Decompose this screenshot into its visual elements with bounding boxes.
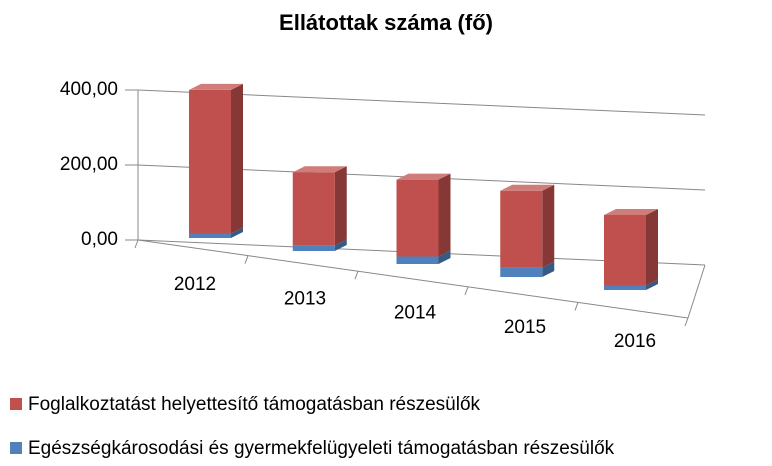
- y-tick-label: 0,00: [81, 229, 118, 250]
- bar-side: [334, 166, 347, 246]
- bar-side: [438, 173, 451, 257]
- x-tick-label: 2016: [614, 331, 656, 352]
- bar-side: [646, 209, 658, 286]
- x-tick: [464, 286, 469, 295]
- bar-side: [231, 227, 243, 238]
- bar-top: [604, 209, 658, 215]
- bar: [292, 245, 335, 251]
- floor-edge: [137, 239, 689, 319]
- y-tick-label: 400,00: [60, 79, 118, 100]
- x-tick-label: 2012: [174, 274, 216, 295]
- bar-side: [542, 184, 555, 268]
- legend-label: Egészségkárosodási és gyermekfelügyeleti…: [28, 438, 615, 459]
- x-tick: [354, 271, 359, 280]
- bar-top: [189, 83, 243, 90]
- bar-top: [396, 173, 451, 180]
- bar-side: [334, 239, 347, 251]
- x-tick: [684, 317, 689, 327]
- y-tick-label: 200,00: [60, 154, 118, 175]
- bar-side: [231, 83, 243, 234]
- bar: [189, 89, 231, 234]
- bar: [604, 215, 646, 286]
- chart-title: Ellátottak száma (fő): [279, 10, 493, 35]
- bar: [396, 256, 439, 264]
- bar: [189, 233, 231, 238]
- floor-edge: [687, 264, 706, 319]
- x-tick-label: 2015: [504, 317, 546, 338]
- bar: [292, 172, 335, 246]
- x-tick: [574, 302, 579, 311]
- x-tick-label: 2013: [284, 288, 326, 309]
- legend-swatch: [10, 442, 22, 454]
- bar-top: [292, 166, 347, 173]
- bar-side: [542, 261, 555, 277]
- bar-side: [438, 250, 451, 264]
- x-tick: [244, 255, 249, 264]
- x-tick-label: 2014: [394, 303, 437, 324]
- legend-swatch: [10, 398, 22, 410]
- bar: [500, 190, 543, 268]
- bar-top: [500, 184, 555, 191]
- bar: [396, 179, 439, 257]
- x-tick: [134, 239, 139, 249]
- bar: [500, 267, 543, 277]
- bar: [604, 285, 646, 290]
- bar-side: [646, 279, 658, 290]
- legend-label: Foglalkoztatást helyettesítő támogatásba…: [28, 394, 481, 415]
